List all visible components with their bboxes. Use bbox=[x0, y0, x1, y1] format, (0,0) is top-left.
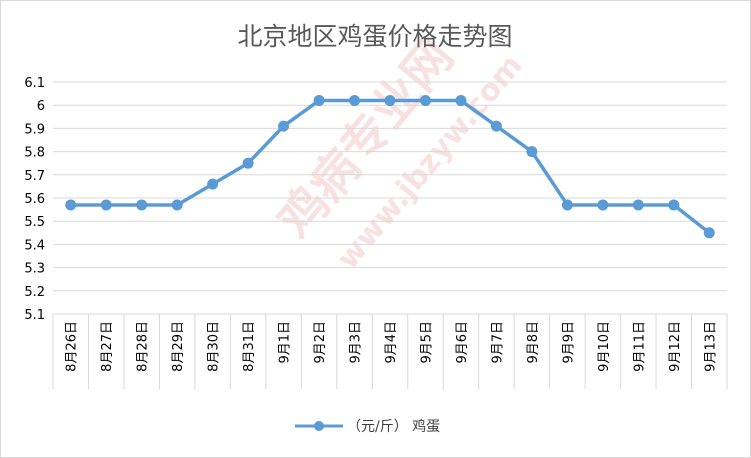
x-tick-label: 8月27日 bbox=[100, 321, 115, 372]
data-point bbox=[703, 227, 715, 239]
x-tick-label: 9月3日 bbox=[349, 321, 364, 364]
y-axis: 5.1 5.2 5.3 5.4 5.5 5.6 5.7 5.8 5.9 6 6.1 bbox=[24, 76, 45, 323]
watermark: 鸡病专业网 www.jbzyw.com bbox=[267, 29, 529, 276]
x-tick-label: 9月11日 bbox=[632, 321, 647, 372]
y-tick-label: 6 bbox=[37, 99, 45, 114]
y-tick-label: 5.8 bbox=[24, 146, 45, 161]
legend-marker bbox=[314, 421, 324, 431]
x-tick-label: 9月1日 bbox=[278, 321, 293, 364]
y-tick-label: 5.2 bbox=[24, 285, 45, 300]
y-tick-label: 5.9 bbox=[24, 122, 45, 137]
data-point bbox=[65, 199, 77, 211]
series-eggs bbox=[65, 95, 715, 239]
data-point bbox=[313, 95, 325, 107]
y-tick-label: 5.6 bbox=[24, 192, 45, 207]
x-tick-label: 9月9日 bbox=[561, 321, 576, 364]
data-point bbox=[242, 157, 254, 169]
data-point bbox=[632, 199, 644, 211]
data-point bbox=[561, 199, 573, 211]
data-point bbox=[490, 120, 502, 132]
x-axis: 8月26日 8月27日 8月28日 8月29日 8月30日 8月31日 9月1日 9月2日 9月… bbox=[52, 314, 728, 389]
legend-label: （元/斤） 鸡蛋 bbox=[347, 418, 440, 435]
x-tick-label: 9月12日 bbox=[668, 321, 683, 372]
data-point bbox=[278, 120, 290, 132]
data-point bbox=[455, 95, 467, 107]
x-tick-label: 8月28日 bbox=[136, 321, 151, 372]
y-tick-label: 5.7 bbox=[24, 169, 45, 184]
data-point bbox=[207, 178, 219, 190]
y-tick-label: 6.1 bbox=[24, 76, 45, 91]
data-point bbox=[597, 199, 609, 211]
x-tick-label: 8月30日 bbox=[207, 321, 222, 372]
x-tick-label: 8月31日 bbox=[242, 321, 257, 372]
data-point bbox=[384, 95, 396, 107]
data-point bbox=[419, 95, 431, 107]
y-tick-label: 5.3 bbox=[24, 262, 45, 277]
x-tick-label: 9月5日 bbox=[419, 321, 434, 364]
x-tick-label: 9月7日 bbox=[490, 321, 505, 364]
x-tick-label: 9月6日 bbox=[455, 321, 470, 364]
gridlines bbox=[53, 81, 727, 315]
data-point bbox=[136, 199, 148, 211]
y-tick-label: 5.5 bbox=[24, 215, 45, 230]
data-point bbox=[100, 199, 112, 211]
data-point bbox=[171, 199, 183, 211]
x-tick-label: 8月26日 bbox=[65, 321, 80, 372]
data-point bbox=[349, 95, 361, 107]
x-tick-label: 9月4日 bbox=[384, 321, 399, 364]
y-tick-label: 5.1 bbox=[24, 308, 45, 323]
data-point bbox=[526, 146, 538, 158]
chart-title: 北京地区鸡蛋价格走势图 bbox=[237, 22, 512, 51]
x-tick-label: 9月2日 bbox=[313, 321, 328, 364]
y-tick-label: 5.4 bbox=[24, 238, 45, 253]
x-tick-label: 9月8日 bbox=[526, 321, 541, 364]
x-tick-label: 9月10日 bbox=[597, 321, 612, 372]
x-tick-label: 9月13日 bbox=[703, 321, 718, 372]
data-point bbox=[668, 199, 680, 211]
legend: （元/斤） 鸡蛋 bbox=[295, 418, 440, 435]
x-tick-label: 8月29日 bbox=[171, 321, 186, 372]
